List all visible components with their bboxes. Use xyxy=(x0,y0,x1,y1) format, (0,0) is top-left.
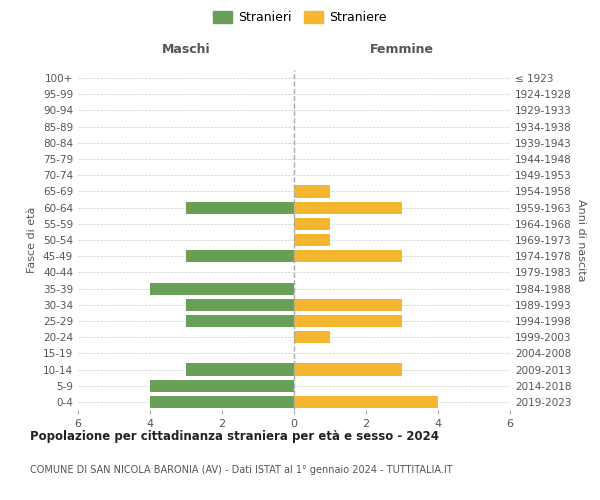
Bar xyxy=(186,250,294,262)
Legend: Stranieri, Straniere: Stranieri, Straniere xyxy=(213,11,387,24)
Text: Femmine: Femmine xyxy=(370,44,434,57)
Bar xyxy=(186,315,294,327)
Bar xyxy=(186,298,294,311)
Bar xyxy=(294,234,330,246)
Bar xyxy=(186,202,294,213)
Bar xyxy=(294,218,330,230)
Bar xyxy=(150,396,294,408)
Bar xyxy=(294,364,402,376)
Bar xyxy=(294,202,402,213)
Y-axis label: Anni di nascita: Anni di nascita xyxy=(575,198,586,281)
Bar xyxy=(294,298,402,311)
Bar xyxy=(186,364,294,376)
Bar xyxy=(150,282,294,294)
Bar xyxy=(294,315,402,327)
Bar xyxy=(294,186,330,198)
Bar xyxy=(294,396,438,408)
Text: Popolazione per cittadinanza straniera per età e sesso - 2024: Popolazione per cittadinanza straniera p… xyxy=(30,430,439,443)
Bar xyxy=(294,250,402,262)
Text: COMUNE DI SAN NICOLA BARONIA (AV) - Dati ISTAT al 1° gennaio 2024 - TUTTITALIA.I: COMUNE DI SAN NICOLA BARONIA (AV) - Dati… xyxy=(30,465,452,475)
Bar xyxy=(150,380,294,392)
Y-axis label: Fasce di età: Fasce di età xyxy=(28,207,37,273)
Bar xyxy=(294,331,330,343)
Text: Maschi: Maschi xyxy=(161,44,211,57)
